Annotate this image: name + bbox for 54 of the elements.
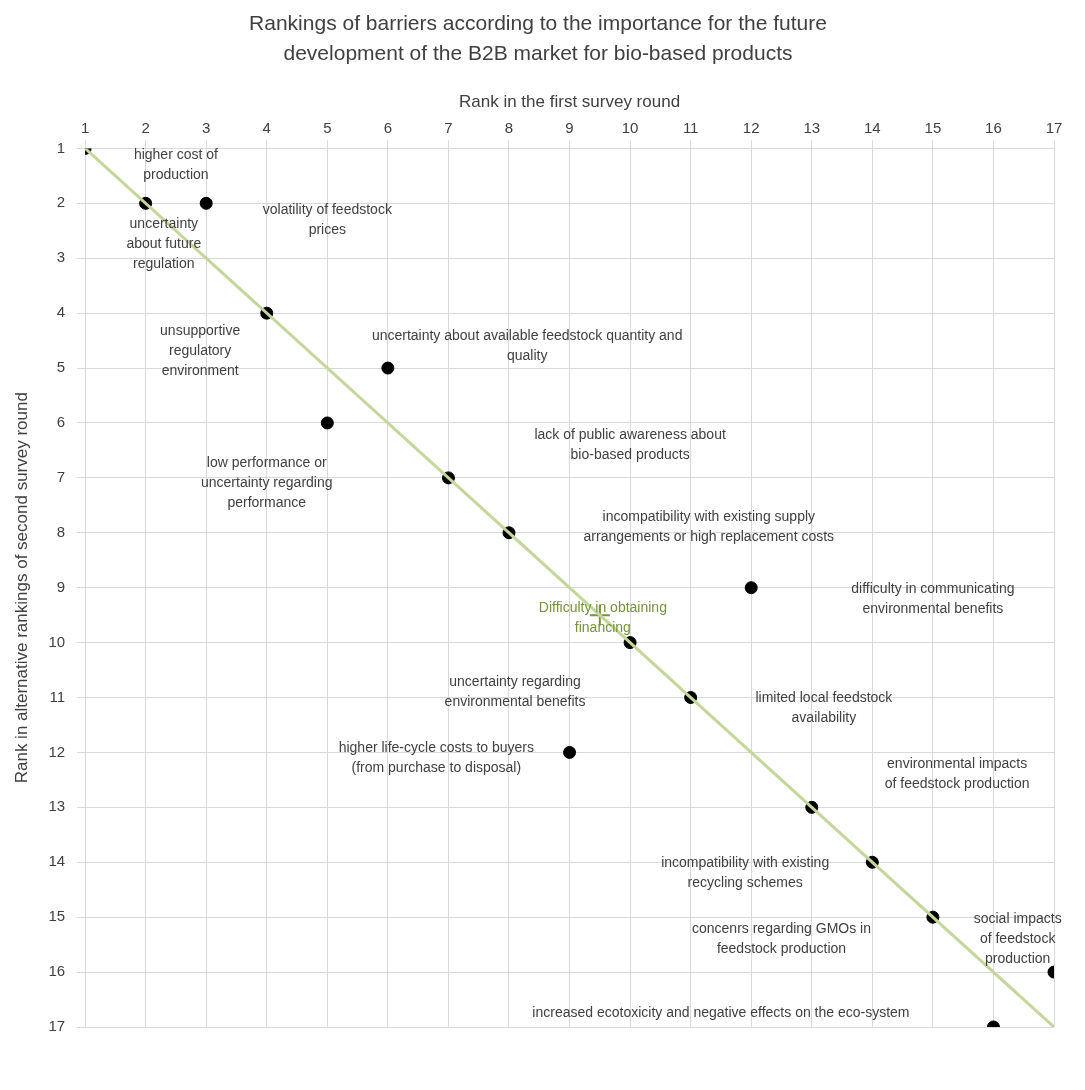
annotation: uncertainty regarding environmental benefits — [444, 672, 586, 709]
x-tick-label: 2 — [141, 118, 150, 136]
y-tick-label: 1 — [56, 138, 66, 156]
x-tick-label: 7 — [444, 118, 453, 136]
x-tick-label: 4 — [262, 118, 271, 136]
y-tick-label: 17 — [48, 1017, 66, 1035]
annotation: difficulty in communicating environmental benefits — [851, 579, 1015, 616]
x-tick-label: 13 — [803, 118, 821, 136]
x-tick-label: 14 — [863, 118, 881, 136]
annotation: uncertainty about available feedstock quantity and quality — [371, 326, 683, 363]
annotation: limited local feedstock availability — [755, 689, 894, 726]
y-tick-label: 15 — [48, 907, 66, 925]
y-tick-label: 16 — [48, 962, 66, 980]
y-tick-label: 6 — [56, 413, 66, 431]
annotation: higher cost of production — [133, 145, 219, 182]
annotation: incompatibility with existing recycling schemes — [661, 854, 830, 891]
y-axis-title: Rank in alternative rankings of second survey round — [11, 392, 31, 784]
y-tick-label: 4 — [56, 303, 66, 321]
y-tick-label: 13 — [48, 797, 66, 815]
y-tick-label: 3 — [56, 248, 66, 266]
y-tick-label: 8 — [56, 522, 66, 540]
x-tick-label: 1 — [80, 118, 90, 136]
x-tick-label: 6 — [383, 118, 393, 136]
annotation: incompatibility with existing supply arrangements or high replacement costs — [583, 508, 835, 545]
x-tick-label: 5 — [323, 118, 332, 136]
x-tick-label: 17 — [1045, 118, 1063, 136]
x-tick-label: 12 — [742, 118, 760, 136]
chart-title: Rankings of barriers according to the importance for the future development of the B2B market for bio-based products — [248, 10, 828, 66]
x-tick-label: 10 — [621, 118, 639, 136]
y-tick-label: 2 — [56, 193, 66, 211]
annotation: volatility of feedstock prices — [262, 200, 393, 237]
annotation: social impacts of feedstock production — [973, 910, 1062, 966]
annotation: unsupportive regulatory environment — [160, 322, 241, 379]
y-tick-label: 14 — [48, 852, 66, 870]
x-axis-title: Rank in the first survey round — [458, 91, 681, 111]
y-tick-label: 11 — [49, 687, 66, 705]
annotation: higher life-cycle costs to buyers (from purchase to disposal) — [338, 738, 534, 775]
x-tick-label: 9 — [565, 118, 574, 136]
y-tick-label: 9 — [56, 577, 66, 595]
annotation: lack of public awareness about bio-based products — [534, 425, 726, 462]
x-tick-label: 15 — [924, 118, 942, 136]
annotation: low performance or uncertainty regarding performance — [200, 454, 333, 511]
x-tick-label: 3 — [202, 118, 211, 136]
y-tick-label: 7 — [56, 468, 66, 486]
x-tick-label: 8 — [504, 118, 514, 136]
annotation: increased ecotoxicity and negative effects on the eco-system — [532, 1004, 910, 1021]
y-tick-label: 10 — [48, 632, 66, 650]
annotation: concenrs regarding GMOs in feedstock production — [692, 920, 871, 956]
x-tick-label: 11 — [682, 118, 699, 136]
y-tick-label: 5 — [56, 358, 66, 376]
annotation: uncertainty about future regulation — [126, 215, 202, 272]
annotation: environmental impacts of feedstock production — [884, 755, 1030, 792]
y-tick-label: 12 — [48, 742, 66, 760]
x-tick-label: 16 — [985, 118, 1002, 136]
